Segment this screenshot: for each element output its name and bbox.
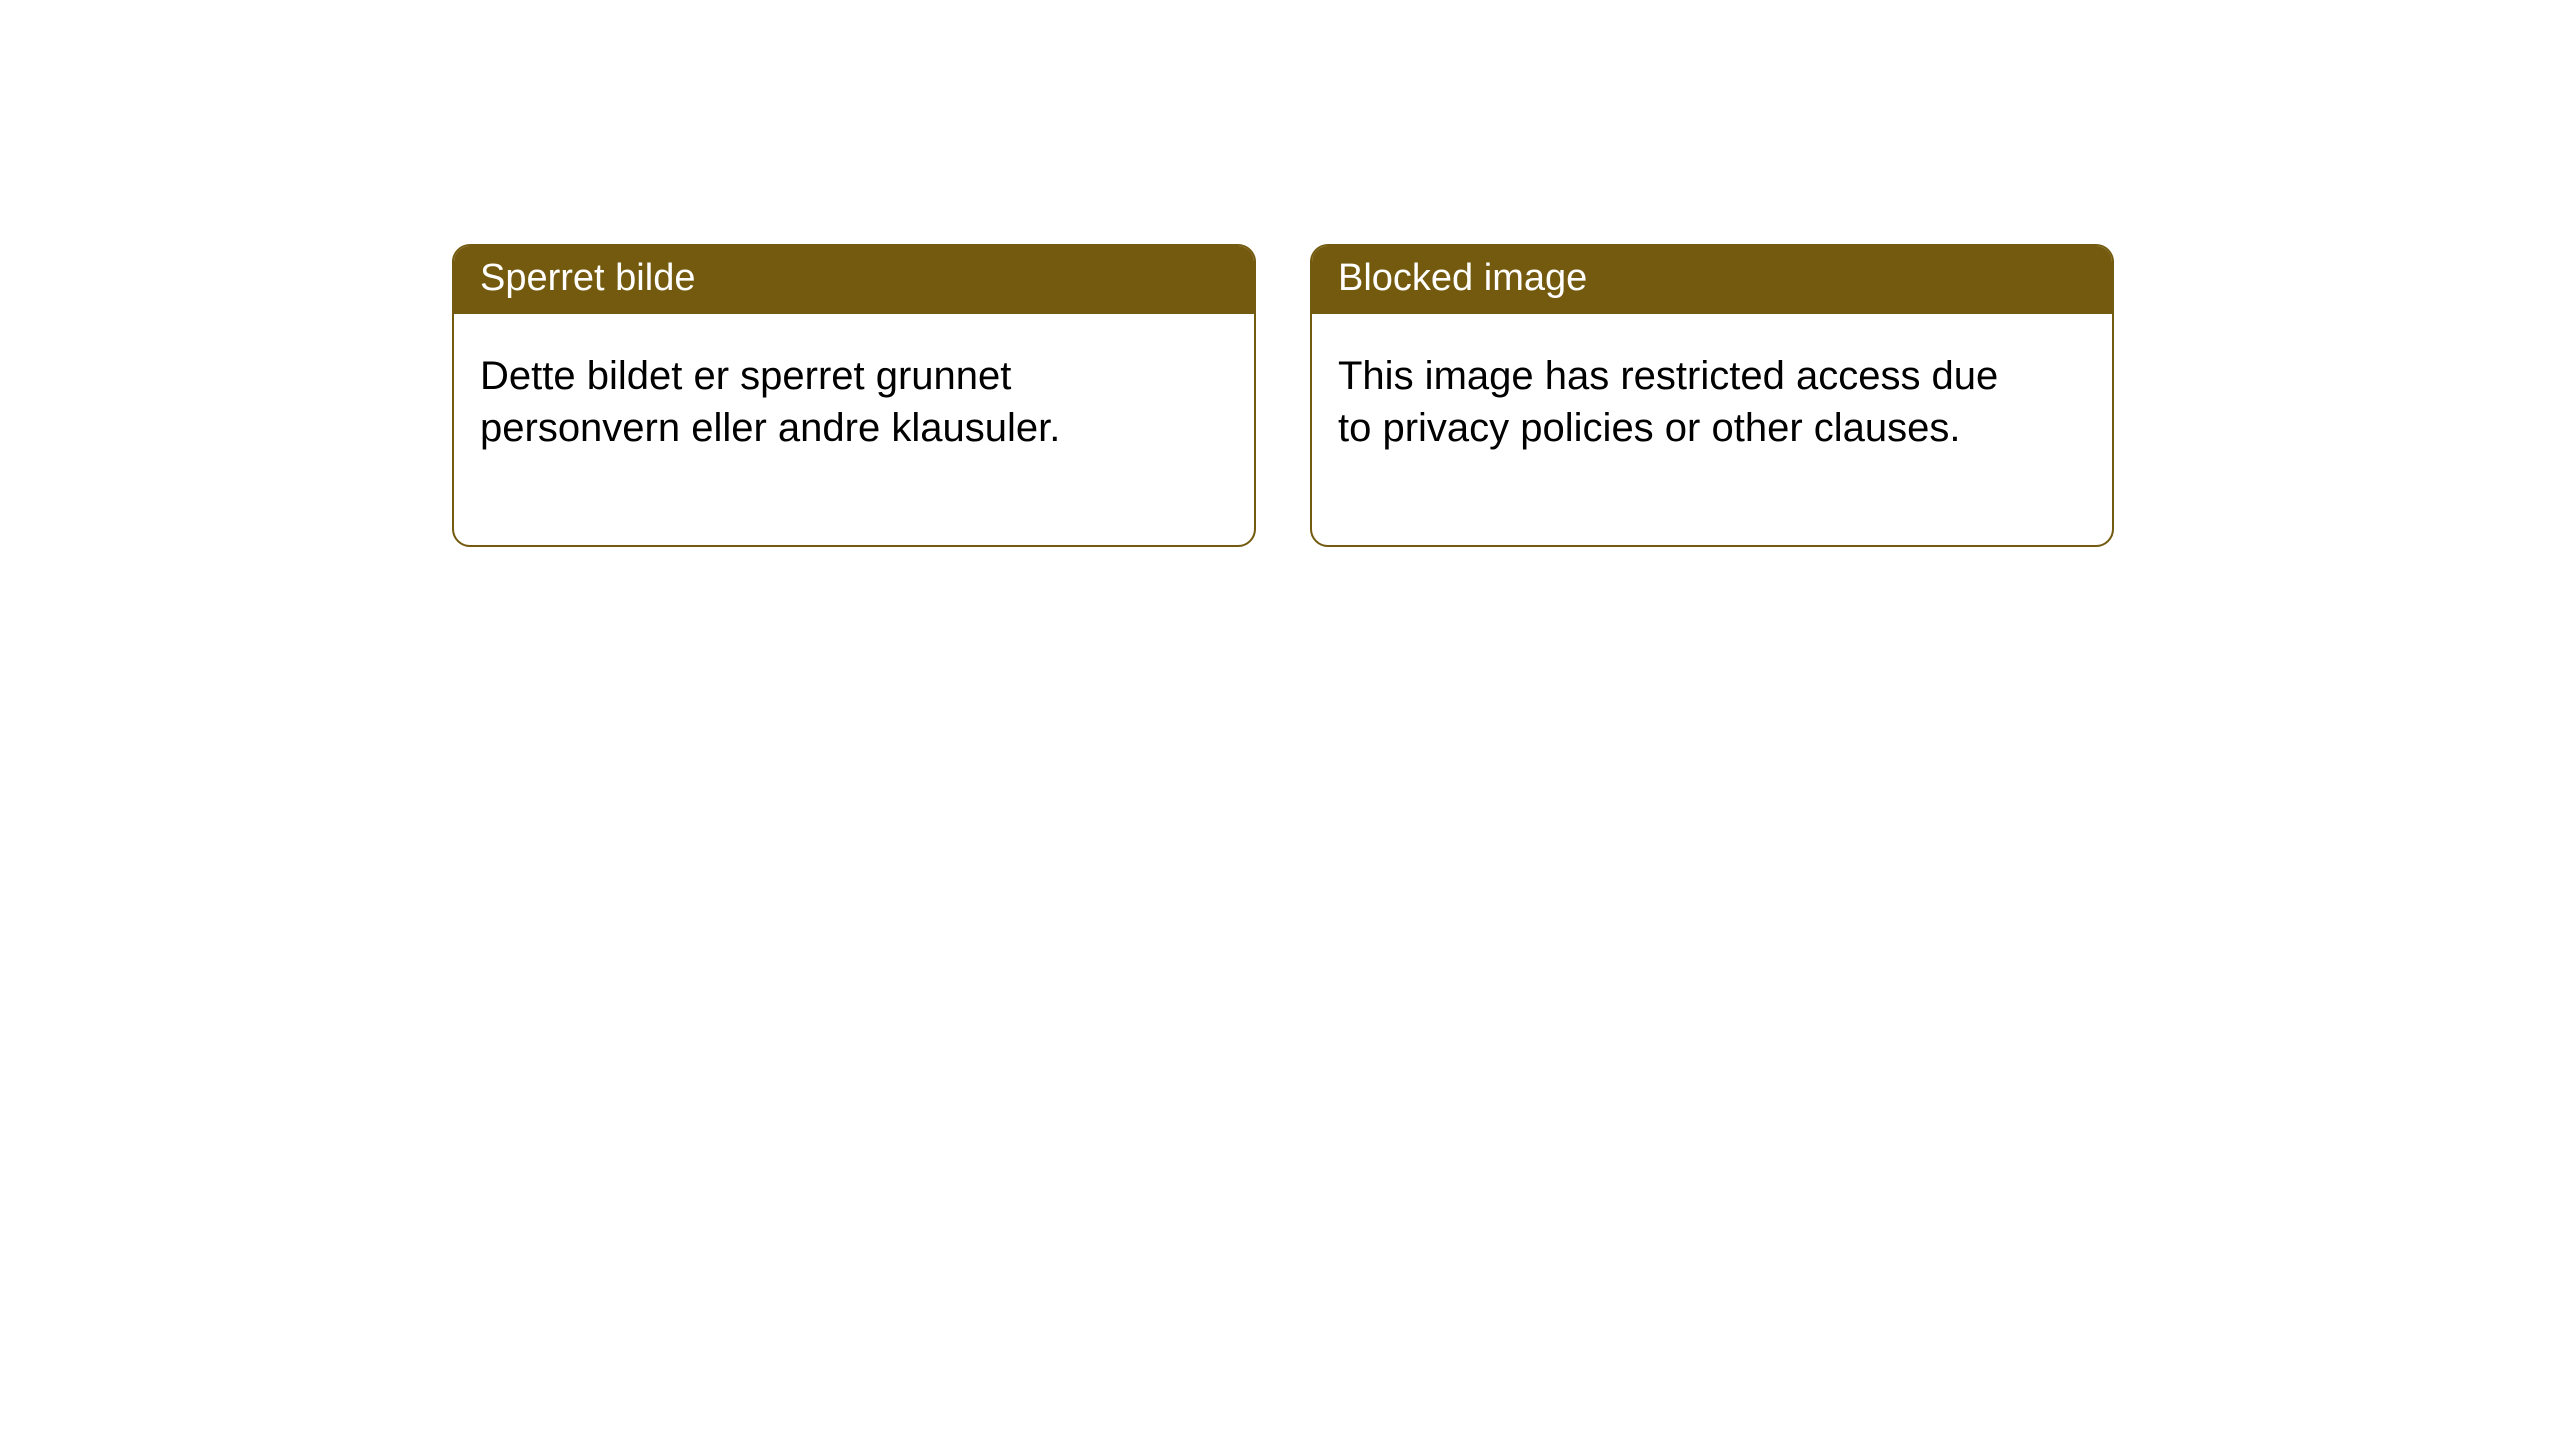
notice-card-english: Blocked image This image has restricted … bbox=[1310, 244, 2114, 547]
notice-title-english: Blocked image bbox=[1312, 246, 2112, 314]
notice-container: Sperret bilde Dette bildet er sperret gr… bbox=[0, 0, 2560, 547]
notice-title-norwegian: Sperret bilde bbox=[454, 246, 1254, 314]
notice-card-norwegian: Sperret bilde Dette bildet er sperret gr… bbox=[452, 244, 1256, 547]
notice-body-english: This image has restricted access due to … bbox=[1312, 314, 2032, 546]
notice-body-norwegian: Dette bildet er sperret grunnet personve… bbox=[454, 314, 1174, 546]
